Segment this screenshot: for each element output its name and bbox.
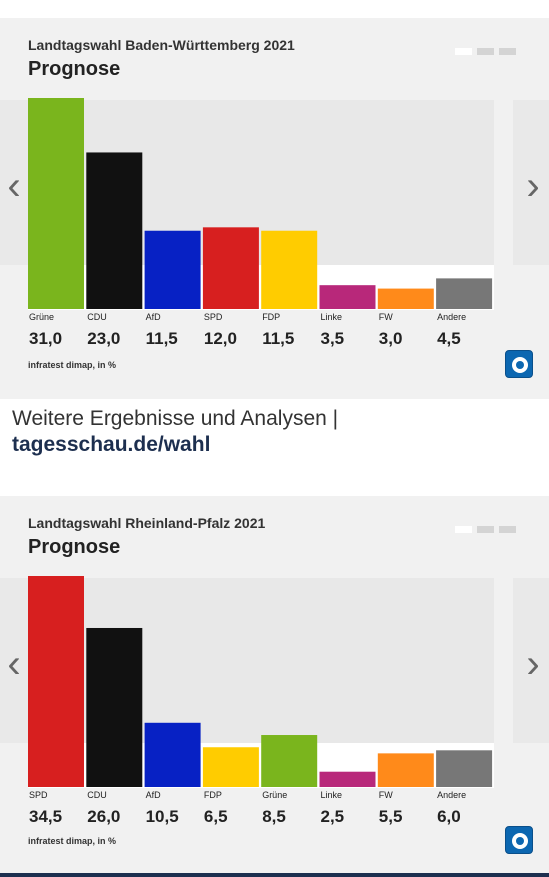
bar-grüne xyxy=(261,735,318,787)
chevron-left-icon[interactable]: ‹ xyxy=(7,164,21,208)
bottom-divider xyxy=(0,873,549,877)
pagination-dot-3[interactable] xyxy=(499,526,516,533)
link-line-1: Weitere Ergebnisse und Analysen | xyxy=(12,407,339,430)
bar-cdu xyxy=(86,627,143,787)
value-label: 11,5 xyxy=(262,329,294,348)
results-link[interactable]: Weitere Ergebnisse und Analysen | tagess… xyxy=(12,406,338,458)
bar-linke xyxy=(319,771,376,787)
side-band-right xyxy=(513,578,549,743)
value-label: 23,0 xyxy=(87,329,120,348)
bar-chart-bw: Grüne 31,0 CDU 23,0 AfD 11,5 SPD 12,0 FDP 11,5 Lin… xyxy=(28,98,493,348)
category-label: Linke xyxy=(321,790,343,800)
category-label: FW xyxy=(379,312,393,322)
bar-cdu xyxy=(86,152,143,309)
category-label: SPD xyxy=(29,790,48,800)
pagination-dot-3[interactable] xyxy=(499,48,516,55)
pagination-dot-2[interactable] xyxy=(477,526,494,533)
chart-title: Landtagswahl Baden-Württemberg 2021 xyxy=(28,37,295,53)
bar-fw xyxy=(377,753,434,787)
value-label: 3,0 xyxy=(379,329,403,348)
bar-spd xyxy=(202,227,259,309)
value-label: 6,0 xyxy=(437,807,461,826)
chevron-left-icon[interactable]: ‹ xyxy=(7,642,21,686)
chevron-right-icon[interactable]: › xyxy=(526,642,540,686)
value-label: 31,0 xyxy=(29,329,62,348)
value-label: 26,0 xyxy=(87,807,120,826)
category-label: SPD xyxy=(204,312,223,322)
bar-andere xyxy=(436,750,493,787)
link-url[interactable]: tagesschau.de/wahl xyxy=(12,433,211,456)
bar-andere xyxy=(436,278,493,309)
pagination-dot-1[interactable] xyxy=(455,48,472,55)
value-label: 34,5 xyxy=(29,807,62,826)
pagination-dot-1[interactable] xyxy=(455,526,472,533)
value-label: 3,5 xyxy=(321,329,345,348)
value-label: 6,5 xyxy=(204,807,228,826)
bar-spd xyxy=(28,576,84,787)
pagination-dot-2[interactable] xyxy=(477,48,494,55)
value-label: 8,5 xyxy=(262,807,286,826)
chart-card-rp: Landtagswahl Rheinland-Pfalz 2021 Progno… xyxy=(0,496,549,873)
value-label: 5,5 xyxy=(379,807,403,826)
bar-fw xyxy=(377,288,434,309)
value-label: 4,5 xyxy=(437,329,461,348)
bar-grüne xyxy=(28,98,84,309)
category-label: FDP xyxy=(262,312,280,322)
chevron-right-icon[interactable]: › xyxy=(526,164,540,208)
value-label: 2,5 xyxy=(321,807,345,826)
category-label: AfD xyxy=(146,312,162,322)
bar-afd xyxy=(144,722,201,787)
bar-linke xyxy=(319,285,376,309)
category-label: CDU xyxy=(87,790,107,800)
category-label: CDU xyxy=(87,312,107,322)
category-label: Grüne xyxy=(29,312,54,322)
category-label: FW xyxy=(379,790,393,800)
bar-chart-rp: SPD 34,5 CDU 26,0 AfD 10,5 FDP 6,5 Grüne 8,5 Linke… xyxy=(28,576,493,826)
value-label: 11,5 xyxy=(146,329,178,348)
category-label: FDP xyxy=(204,790,222,800)
ard-logo-icon[interactable] xyxy=(505,350,533,378)
chart-subtitle: Prognose xyxy=(28,536,121,558)
chart-source: infratest dimap, in % xyxy=(28,360,117,370)
pagination-dots[interactable] xyxy=(455,48,516,55)
chart-source: infratest dimap, in % xyxy=(28,836,117,846)
chart-subtitle: Prognose xyxy=(28,58,121,80)
value-label: 12,0 xyxy=(204,329,237,348)
bar-fdp xyxy=(261,230,318,309)
category-label: Linke xyxy=(321,312,343,322)
ard-logo-icon[interactable] xyxy=(505,826,533,854)
category-label: Grüne xyxy=(262,790,287,800)
category-label: Andere xyxy=(437,790,466,800)
bar-fdp xyxy=(202,747,259,787)
category-label: Andere xyxy=(437,312,466,322)
bar-afd xyxy=(144,230,201,309)
category-label: AfD xyxy=(146,790,162,800)
pagination-dots[interactable] xyxy=(455,526,516,533)
chart-card-bw: Landtagswahl Baden-Württemberg 2021 Prog… xyxy=(0,18,549,399)
side-band-right xyxy=(513,100,549,265)
chart-title: Landtagswahl Rheinland-Pfalz 2021 xyxy=(28,515,266,531)
value-label: 10,5 xyxy=(146,807,179,826)
